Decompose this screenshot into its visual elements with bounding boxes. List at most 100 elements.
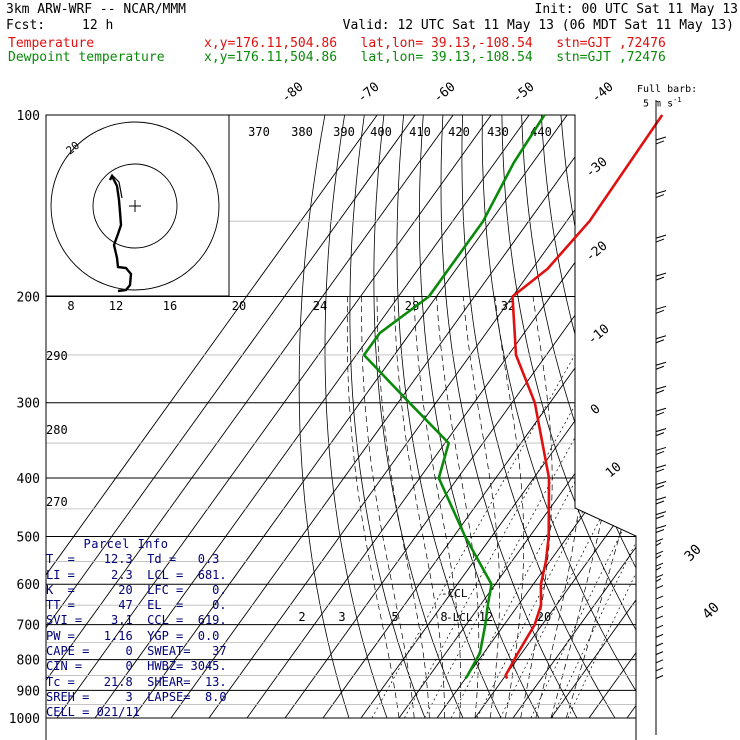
isotherm-line — [94, 115, 530, 719]
wind-barb — [655, 605, 664, 610]
wind-barb — [655, 361, 667, 366]
mixing-ratio-label: 24 — [313, 299, 327, 313]
wind-barb — [655, 633, 664, 638]
plot-frame — [46, 114, 637, 740]
wind-barb — [655, 411, 665, 416]
wind-barb — [655, 511, 667, 516]
wind-barb — [655, 485, 665, 489]
mixing-ratio-line — [499, 221, 636, 719]
isotherm-line — [46, 115, 378, 719]
mixing-ratio-label: 12 — [109, 299, 123, 313]
model-title: 3km ARW-WRF -- NCAR/MMM — [6, 2, 187, 17]
mixing-ratio-line — [404, 221, 636, 719]
wind-speed-label: 30 — [682, 542, 705, 565]
pressure-tick-label: 900 — [17, 684, 40, 699]
parcel-info-row: CELL = 021/11 — [46, 705, 140, 720]
mixing-ratio-line — [551, 221, 636, 719]
wind-barb — [655, 365, 665, 370]
theta-label: 400 — [370, 125, 392, 139]
wind-barb — [655, 468, 665, 473]
parcel-info-title: Parcel Info — [83, 537, 169, 551]
theta-label: 410 — [409, 125, 431, 139]
pressure-tick-label: 700 — [17, 619, 40, 634]
moist-adiabat-line — [346, 296, 400, 719]
theta-label: 280 — [46, 423, 68, 437]
isotherm-label: 10 — [603, 460, 625, 482]
parcel-info-row: CIN = 0 HWBZ= 3045. — [46, 659, 227, 674]
wind-barb — [655, 136, 667, 141]
wind-barb — [655, 234, 667, 239]
dry-adiabat-line — [619, 115, 636, 719]
dry-adiabat-line — [521, 115, 636, 719]
moist-adiabat-line — [376, 296, 430, 719]
mixing-ratio-line — [424, 221, 636, 719]
isotherm-line — [360, 115, 636, 719]
wind-barb — [655, 675, 664, 679]
wind-barb — [655, 585, 664, 590]
wind-barb — [655, 529, 665, 533]
pressure-tick-label: 600 — [17, 578, 40, 593]
wind-barb — [655, 309, 665, 314]
barb-legend-line1: Full barb: — [637, 84, 698, 95]
wind-barb — [655, 562, 664, 567]
isotherm-label: -20 — [583, 238, 611, 265]
pressure-tick-label: 400 — [17, 472, 40, 487]
pressure-tick-label: 200 — [17, 291, 40, 306]
isotherm-label: 0 — [588, 402, 604, 419]
dry-adiabat-line — [699, 115, 740, 718]
wind-barb — [655, 624, 664, 629]
wind-barb — [655, 464, 667, 469]
theta-label: 270 — [46, 495, 68, 509]
barb-legend-line2: 5 m s-1 — [643, 96, 682, 110]
dry-adiabat-line — [718, 115, 740, 718]
parcel-info-row: CAPE = 0 SWEAT= 37 — [46, 644, 227, 659]
mixing-ratio-line — [530, 221, 636, 719]
theta-label: 370 — [248, 125, 270, 139]
wind-barb — [655, 272, 667, 277]
wind-barb — [655, 428, 667, 433]
wind-barb — [655, 305, 667, 310]
wind-barb — [655, 574, 664, 579]
dry-adiabat-line — [659, 115, 740, 718]
mixing-ratio-label: 8 — [440, 610, 447, 624]
pressure-tick-label: 1000 — [9, 712, 40, 727]
wind-barb — [655, 194, 665, 199]
wind-barb — [655, 385, 667, 390]
pressure-tick-label: 500 — [17, 530, 40, 545]
theta-label: 380 — [291, 125, 313, 139]
wind-barb — [655, 140, 665, 145]
wind-barb — [655, 276, 665, 281]
theta-label: 420 — [448, 125, 470, 139]
isotherm-line — [46, 115, 454, 719]
temperature-legend-label: Temperature — [8, 36, 95, 51]
dry-adiabat-line — [324, 115, 388, 719]
wind-barb — [655, 578, 662, 583]
wind-barb — [655, 566, 662, 571]
mixing-ratio-label: 28 — [405, 299, 419, 313]
parcel-info-row: K = 20 LFC = 0. — [46, 582, 227, 597]
dewpoint-location-info: x,y=176.11,504.86 lat,lon= 39.13,-108.54… — [204, 50, 666, 65]
wind-barb — [655, 432, 665, 437]
forecast-label: Fcst: — [6, 18, 46, 33]
wind-barb — [655, 554, 662, 559]
isotherm-line — [474, 115, 636, 719]
theta-label: 430 — [487, 125, 509, 139]
mixing-ratio-label: 3 — [338, 610, 345, 624]
wind-barb — [655, 595, 664, 600]
isotherm-label: -60 — [431, 79, 459, 106]
dry-adiabat-line — [349, 115, 426, 719]
isotherm-label: -10 — [585, 321, 613, 348]
parcel-info-row: PW = 1.16 YGP = 0.0 — [46, 628, 220, 643]
lcl-label: -LCL — [446, 611, 473, 624]
dewpoint-legend-label: Dewpoint temperature — [8, 50, 165, 65]
pressure-tick-label: 100 — [17, 109, 40, 124]
mixing-ratio-label: 5 — [391, 610, 398, 624]
mixing-ratio-label: 8 — [67, 299, 74, 313]
wind-barb — [655, 335, 667, 340]
isotherm-line — [588, 115, 636, 719]
isotherm-line — [550, 115, 636, 719]
wind-barb — [655, 496, 667, 501]
hodograph-storm-motion — [109, 175, 123, 199]
wind-barb — [655, 450, 665, 455]
wind-barb — [655, 651, 664, 656]
